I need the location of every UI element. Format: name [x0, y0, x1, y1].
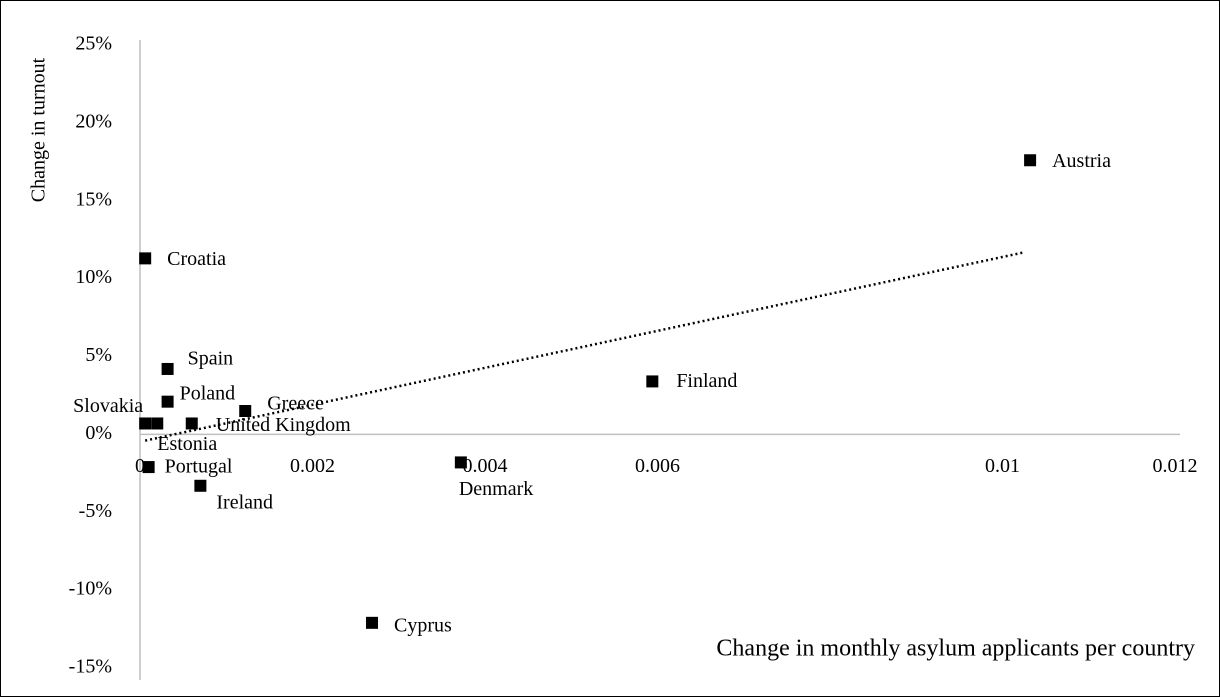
marker — [646, 375, 659, 388]
point-label: United Kingdom — [216, 414, 351, 436]
point-label: Finland — [676, 370, 737, 392]
x-tick-label: 0.004 — [463, 455, 508, 477]
marker — [139, 417, 152, 430]
x-tick-label: 0.012 — [1153, 455, 1198, 477]
y-tick-label: 25% — [75, 33, 112, 55]
marker — [1024, 154, 1037, 167]
y-axis-title: Change in turnout — [28, 57, 50, 202]
y-tick-label: 10% — [75, 266, 112, 288]
marker — [366, 616, 379, 629]
marker — [139, 252, 152, 265]
point-label: Greece — [267, 393, 324, 415]
marker — [161, 395, 174, 408]
y-tick-label: -15% — [69, 656, 112, 678]
point-label: Portugal — [165, 456, 233, 478]
point-label: Estonia — [157, 433, 217, 455]
x-axis-title: Change in monthly asylum applicants per … — [716, 636, 1195, 662]
marker — [185, 417, 198, 430]
x-tick-label: 0.006 — [635, 455, 680, 477]
x-tick-label: 0 — [135, 455, 145, 477]
point-label: Croatia — [167, 248, 226, 270]
marker — [239, 405, 252, 418]
point-label: Austria — [1052, 150, 1111, 172]
point-label: Ireland — [216, 491, 273, 513]
marker — [151, 417, 164, 430]
point-label: Poland — [180, 382, 236, 404]
point-label: Spain — [188, 348, 234, 370]
marker — [194, 479, 207, 492]
x-tick-label: 0.01 — [985, 455, 1020, 477]
marker — [142, 461, 155, 474]
y-tick-label: 0% — [85, 422, 112, 444]
y-tick-label: 20% — [75, 110, 112, 132]
marker — [161, 362, 174, 375]
y-tick-label: -10% — [69, 578, 112, 600]
y-tick-label: 5% — [85, 344, 112, 366]
point-label: Denmark — [459, 478, 533, 500]
y-tick-label: -5% — [79, 500, 112, 522]
x-tick-label: 0.002 — [290, 455, 335, 477]
point-label: Slovakia — [73, 395, 143, 417]
y-tick-label: 15% — [75, 188, 112, 210]
point-label: Cyprus — [394, 614, 452, 636]
marker — [454, 456, 467, 469]
